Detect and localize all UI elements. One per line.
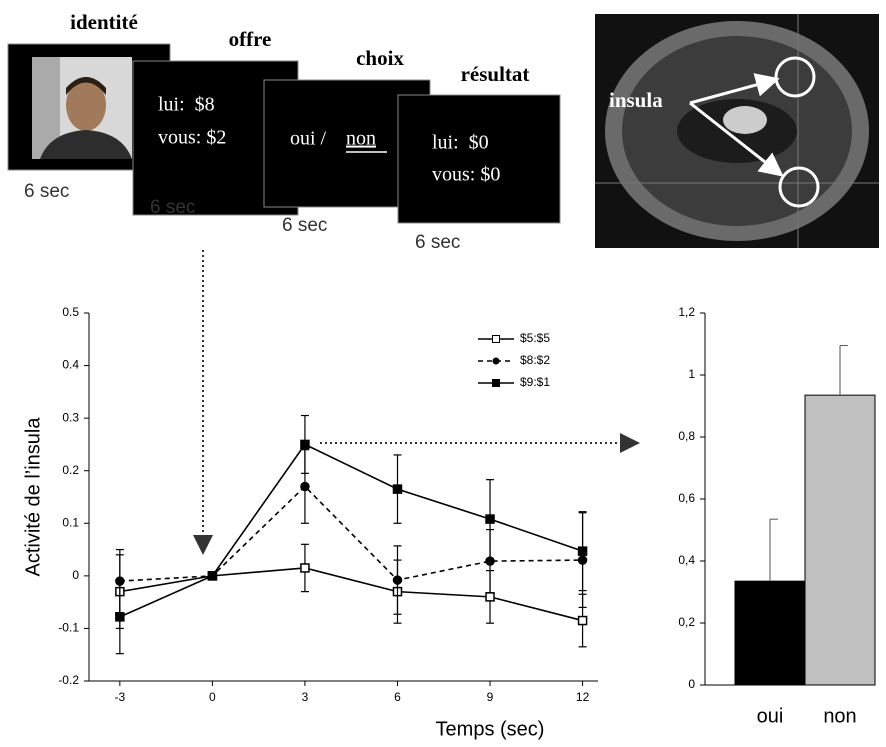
legend-label: $8:$2 — [520, 353, 550, 367]
frame-text: oui / — [290, 128, 327, 150]
legend-marker — [492, 379, 500, 387]
duration: 6 sec — [282, 215, 327, 236]
frame-text: lui: $0 — [432, 132, 489, 154]
point — [300, 439, 310, 450]
y-tick-label: -0.2 — [58, 673, 79, 687]
brain-label: insula — [609, 88, 663, 112]
point — [392, 484, 403, 494]
bar — [804, 394, 876, 686]
point — [577, 615, 588, 626]
point — [207, 571, 218, 581]
legend-label: $5:$5 — [520, 331, 550, 345]
y-tick-label: 0.1 — [62, 515, 79, 529]
series-line — [119, 443, 583, 618]
x-tick-label: 0 — [209, 690, 216, 704]
duration: 6 sec — [150, 197, 195, 218]
point — [485, 514, 495, 524]
duration: 6 sec — [24, 181, 69, 202]
x-tick-label: 6 — [394, 690, 401, 704]
y-tick-label: 0.5 — [62, 305, 79, 319]
y-axis-label: Activité de l’insula — [22, 417, 44, 577]
x-axis-label: Temps (sec) — [436, 718, 545, 740]
series-line — [119, 485, 583, 582]
legend-marker — [492, 335, 500, 343]
series-line — [119, 567, 583, 622]
y-tick-label: 0,8 — [678, 429, 695, 443]
point — [392, 575, 403, 585]
y-tick-label: 0.3 — [62, 410, 79, 424]
y-tick-label: 0 — [688, 677, 695, 691]
frame-text: lui: $8 — [158, 94, 215, 116]
bar — [734, 580, 806, 686]
frame-title: offre — [229, 27, 272, 51]
point — [300, 481, 310, 492]
point — [115, 612, 125, 622]
x-tick-label: oui — [757, 705, 784, 727]
frame-text: non — [346, 128, 376, 150]
frame-resultat — [397, 94, 561, 224]
frame-text: vous: $0 — [432, 164, 500, 186]
y-tick-label: 0.4 — [62, 358, 79, 372]
y-tick-label: -0.1 — [58, 621, 79, 635]
y-tick-label: 0,6 — [678, 491, 695, 505]
x-tick-label: -3 — [115, 690, 126, 704]
x-tick-label: 3 — [302, 690, 309, 704]
point — [300, 563, 310, 573]
frame-title: choix — [356, 46, 404, 70]
duration: 6 sec — [415, 232, 460, 253]
frame-text: vous: $2 — [158, 127, 226, 149]
legend-marker — [492, 357, 500, 365]
y-tick-label: 1,2 — [678, 305, 695, 319]
frame-title: identité — [70, 10, 138, 34]
y-tick-label: 0 — [72, 568, 79, 582]
x-tick-label: 9 — [487, 690, 494, 704]
y-tick-label: 0,2 — [678, 615, 695, 629]
legend-label: $9:$1 — [520, 375, 550, 389]
y-tick-label: 1 — [688, 367, 695, 381]
x-tick-label: 12 — [576, 690, 590, 704]
y-tick-label: 0.2 — [62, 463, 79, 477]
frame-title: résultat — [461, 62, 530, 86]
point — [485, 592, 495, 602]
x-tick-label: non — [823, 705, 856, 727]
y-tick-label: 0,4 — [678, 553, 695, 567]
point — [577, 546, 588, 556]
brain-image — [595, 14, 879, 248]
